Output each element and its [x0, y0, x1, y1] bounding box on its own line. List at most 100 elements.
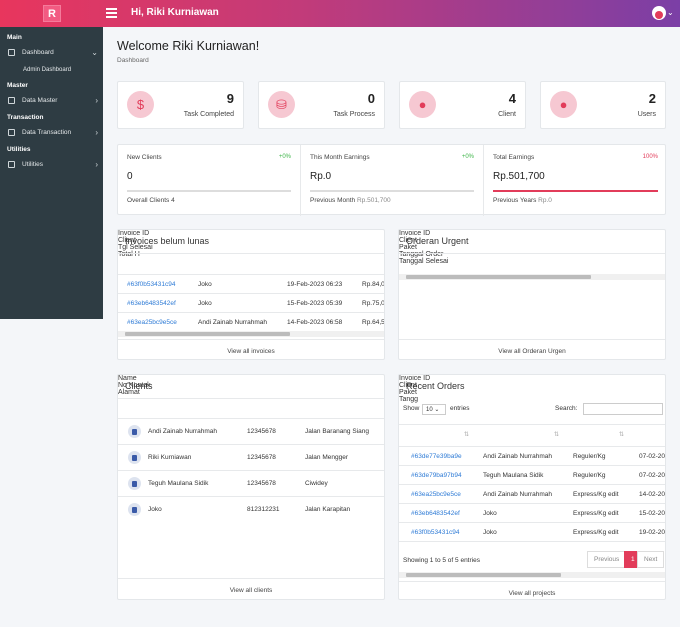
entries-select[interactable]: 10 ⌄ — [422, 404, 446, 415]
horizontal-scrollbar[interactable] — [399, 572, 665, 578]
cell-client: Joko — [483, 529, 497, 536]
cell-package: Express/Kg edit — [573, 491, 619, 498]
table-header[interactable]: Client — [399, 237, 417, 244]
chevron-down-icon: ⌄ — [91, 48, 98, 57]
view-all-clients-link[interactable]: View all clients — [118, 578, 384, 599]
cell-client: Joko — [198, 300, 212, 307]
sidebar-item-label: Dashboard — [22, 49, 54, 56]
table-header[interactable]: No Kontak — [118, 382, 151, 389]
user-avatar[interactable] — [652, 6, 666, 20]
sidebar-item-label: Data Master — [22, 97, 58, 104]
table-header[interactable]: Name — [118, 375, 137, 382]
dollar-icon: $ — [127, 91, 154, 118]
invoice-link[interactable]: #63f0b53431c94 — [127, 281, 176, 288]
client-name[interactable]: Riki Kurniawan — [148, 454, 192, 461]
sidebar-item-dashboard[interactable]: Dashboard ⌄ — [8, 48, 98, 57]
table-header[interactable]: Tgl Selesai — [118, 244, 153, 251]
page-title: Welcome Riki Kurniawan! — [117, 39, 260, 53]
table-header[interactable]: Client — [118, 237, 136, 244]
recent-orders-card: Recent Orders Show 10 ⌄ entries Search: … — [398, 374, 666, 600]
breadcrumb[interactable]: Dashboard — [117, 57, 149, 64]
kpi-footer: Overall Clients 4 — [127, 197, 175, 204]
cell-address: Jalan Baranang Siang — [305, 428, 369, 435]
kpi-footer: Previous Years Rp.0 — [493, 197, 552, 204]
table-header[interactable]: Client — [399, 382, 417, 389]
entries-label: entries — [450, 405, 470, 412]
sort-icon[interactable]: ⇅ — [554, 432, 560, 438]
client-name[interactable]: Teguh Maulana Sidik — [148, 480, 209, 487]
table-row: #63ea25bc9e5ce Andi Zainab Nurrahmah Exp… — [399, 484, 665, 503]
stat-label: Users — [637, 111, 656, 118]
folder-icon — [8, 161, 15, 168]
cell-client: Andi Zainab Nurrahmah — [483, 453, 553, 460]
sidebar-item-admin-dashboard[interactable]: Admin Dashboard — [23, 67, 72, 73]
horizontal-scrollbar[interactable] — [399, 274, 665, 280]
invoice-link[interactable]: #63f0b53431c94 — [411, 529, 460, 536]
table-header[interactable]: Paket — [399, 244, 417, 251]
cell-package: Express/Kg edit — [573, 510, 619, 517]
cell-client: Teguh Maulana Sidik — [483, 472, 544, 479]
view-all-invoices-link[interactable]: View all invoices — [118, 339, 384, 359]
table-header[interactable]: Total H — [118, 251, 140, 258]
search-input[interactable] — [583, 403, 663, 415]
table-row: #63eb6483542ef Joko 15-Feb-2023 05:39 Rp… — [118, 293, 384, 312]
stat-value: 9 — [226, 91, 234, 106]
chevron-down-icon[interactable]: ⌄ — [667, 8, 674, 17]
kpi-panel: New Clients +0% 0 Overall Clients 4 This… — [117, 144, 667, 216]
card-title: Recent Orders — [406, 381, 465, 391]
sort-icon[interactable]: ⇅ — [464, 432, 470, 438]
pagination-next[interactable]: Next — [637, 551, 665, 568]
table-header[interactable]: Tanggal Selesai — [399, 258, 449, 265]
cell-date: 19-02-20 — [639, 529, 666, 536]
cell-date: 14-02-20 — [639, 491, 666, 498]
invoice-link[interactable]: #63ea25bc9e5ce — [411, 491, 461, 498]
table-header[interactable]: Paket — [399, 389, 417, 396]
view-all-urgent-link[interactable]: View all Orderan Urgen — [399, 339, 665, 359]
sort-icon[interactable]: ⇅ — [619, 432, 625, 438]
card-title: Invoices belum lunas — [125, 236, 210, 246]
invoice-link[interactable]: #63eb6483542ef — [127, 300, 176, 307]
stat-value: 0 — [367, 91, 375, 106]
invoice-link[interactable]: #63de77e39ba9e — [411, 453, 462, 460]
sidebar-item-data-master[interactable]: Data Master › — [8, 96, 98, 105]
table-row: #63de77e39ba9e Andi Zainab Nurrahmah Reg… — [399, 446, 665, 465]
invoice-link[interactable]: #63eb6483542ef — [411, 510, 460, 517]
table-header[interactable]: Tangg — [399, 396, 419, 403]
app-logo[interactable]: R — [43, 5, 61, 22]
greeting-text: Hi, Riki Kurniawan — [131, 7, 219, 18]
sidebar-item-data-transaction[interactable]: Data Transaction › — [8, 128, 98, 137]
stat-value: 2 — [648, 91, 656, 106]
chevron-right-icon: › — [95, 160, 98, 169]
table-row: Joko 812312231 Jalan Karapitan — [118, 496, 384, 522]
kpi-total-earnings: Total Earnings 100% Rp.501,700 Previous … — [484, 145, 667, 216]
coins-icon: ⛁ — [268, 91, 295, 118]
invoice-link[interactable]: #63de79ba97b94 — [411, 472, 462, 479]
kpi-new-clients: New Clients +0% 0 Overall Clients 4 — [118, 145, 301, 216]
kpi-progress-bar — [310, 190, 474, 192]
client-name[interactable]: Andi Zainab Nurrahmah — [148, 428, 218, 435]
horizontal-scrollbar[interactable] — [118, 331, 384, 337]
pagination-previous[interactable]: Previous — [587, 551, 627, 568]
invoice-link[interactable]: #63ea25bc9e5ce — [127, 319, 177, 326]
cell-contact: 812312231 — [247, 506, 280, 513]
table-header[interactable]: Invoice ID — [399, 375, 431, 382]
kpi-value: 0 — [127, 171, 133, 182]
user-icon: ● — [550, 91, 577, 118]
chevron-right-icon: › — [95, 128, 98, 137]
table-header[interactable]: Invoice ID — [118, 230, 150, 237]
table-header[interactable]: Alamat — [118, 389, 140, 396]
view-all-projects-link[interactable]: View all projects — [399, 581, 665, 599]
menu-toggle-icon[interactable] — [106, 8, 117, 18]
table-header[interactable]: Tanggal Order — [399, 251, 444, 258]
card-title: Orderan Urgent — [406, 236, 469, 246]
cell-date: 14-Feb-2023 06:58 — [287, 319, 343, 326]
logo-letter: R — [48, 7, 56, 20]
sidebar-item-utilities[interactable]: Utilities › — [8, 160, 98, 169]
stat-card-users: ● 2 Users — [540, 81, 666, 129]
client-name[interactable]: Joko — [148, 506, 162, 513]
cell-date: 15-Feb-2023 05:39 — [287, 300, 343, 307]
sidebar-item-label: Data Transaction — [22, 129, 72, 136]
cell-date: 19-Feb-2023 06:23 — [287, 281, 343, 288]
table-header[interactable]: Invoice ID — [399, 230, 431, 237]
kpi-percent: +0% — [278, 154, 291, 160]
